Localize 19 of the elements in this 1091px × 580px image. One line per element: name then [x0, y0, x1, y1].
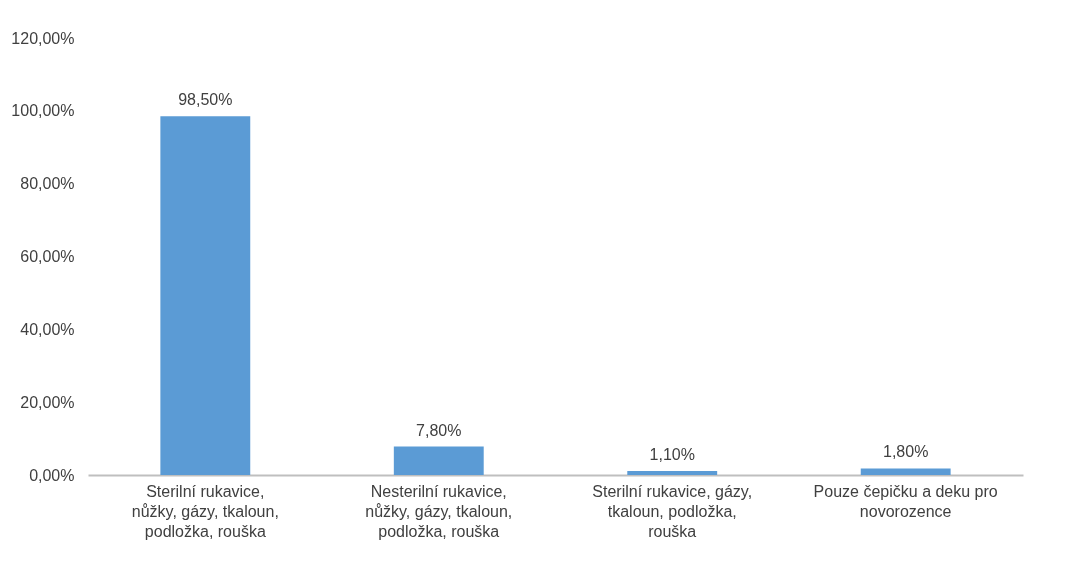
bar: [160, 116, 251, 475]
bar: [860, 468, 951, 475]
data-label: 1,80%: [883, 443, 929, 461]
x-tick-label: Nesterilní rukavice, nůžky, gázy, tkaloun, podložka, rouška: [365, 482, 513, 540]
bar: [393, 446, 484, 475]
y-tick-label: 100,00%: [11, 102, 75, 120]
y-tick-label: 0,00%: [29, 466, 75, 484]
y-tick-label: 80,00%: [20, 175, 75, 193]
y-tick-label: 120,00%: [11, 29, 75, 47]
y-tick-label: 60,00%: [20, 248, 75, 265]
data-label: 7,80%: [416, 421, 462, 439]
bar: [627, 470, 718, 475]
x-tick-label: Sterilní rukavice, gázy, tkaloun, podložka, rouška: [592, 482, 753, 540]
data-label: 1,10%: [649, 445, 695, 463]
x-tick-label: Pouze čepičku a deku pro novorozence: [813, 482, 998, 520]
x-tick-label: Sterilní rukavice, nůžky, gázy, tkaloun, podložka, rouška: [131, 482, 279, 540]
y-tick-label: 40,00%: [20, 320, 75, 338]
data-label: 98,50%: [178, 91, 233, 109]
y-tick-label: 20,00%: [20, 393, 75, 411]
